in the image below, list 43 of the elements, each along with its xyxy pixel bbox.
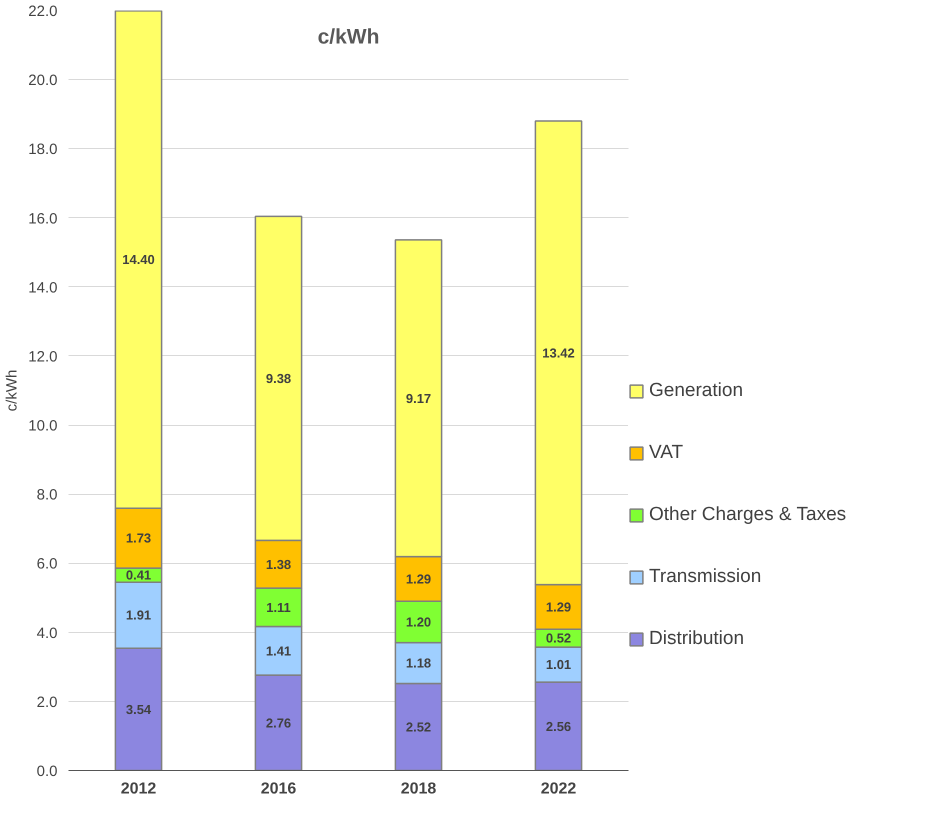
data-label: 2.56 (546, 718, 572, 734)
y-tick-label: 14.0 (28, 279, 58, 296)
y-tick-label: 10.0 (28, 418, 58, 435)
y-tick-label: 8.0 (36, 486, 58, 504)
y-tick-label: 20.0 (28, 72, 58, 90)
y-tick-label: 6.0 (36, 556, 58, 573)
y-axis-title: c/kWh (3, 370, 20, 412)
data-label: 9.38 (266, 370, 292, 386)
legend-label: Generation (649, 380, 744, 402)
legend-label: Distribution (649, 628, 744, 650)
legend-label: Transmission (649, 566, 762, 588)
data-label: 0.41 (126, 568, 152, 583)
data-label: 13.42 (542, 345, 575, 360)
data-label: 0.52 (546, 630, 572, 646)
y-tick-label: 2.0 (36, 694, 58, 711)
y-tick-label: 18.0 (28, 141, 58, 158)
data-label: 14.40 (122, 252, 155, 268)
data-label: 2.52 (406, 719, 432, 734)
y-tick-label: 0.0 (36, 763, 58, 780)
y-tick-label: 4.0 (36, 624, 58, 642)
data-label: 1.18 (406, 656, 432, 671)
data-label: 1.41 (266, 643, 292, 658)
data-label: 1.29 (546, 599, 572, 614)
data-label: 1.38 (266, 556, 292, 572)
data-label: 1.20 (406, 614, 432, 630)
legend-label: VAT (649, 442, 684, 464)
data-label: 1.91 (126, 608, 152, 623)
x-tick-label: 2012 (120, 780, 156, 798)
data-label: 2.76 (266, 715, 292, 730)
y-tick-label: 22.0 (28, 3, 58, 20)
data-label: 3.54 (126, 702, 152, 717)
x-tick-label: 2022 (540, 780, 576, 798)
data-label: 1.29 (406, 571, 432, 586)
y-tick-label: 16.0 (28, 210, 58, 228)
y-tick-label: 12.0 (28, 348, 58, 366)
text: c/kWh (318, 26, 380, 48)
data-label: 1.11 (266, 600, 291, 615)
x-tick-label: 2018 (400, 780, 436, 798)
data-label: 1.01 (546, 657, 572, 672)
data-label: 9.17 (406, 390, 432, 406)
x-tick-label: 2016 (260, 780, 296, 798)
legend-label: Other Charges & Taxes (649, 504, 846, 526)
data-label: 1.73 (126, 530, 152, 546)
